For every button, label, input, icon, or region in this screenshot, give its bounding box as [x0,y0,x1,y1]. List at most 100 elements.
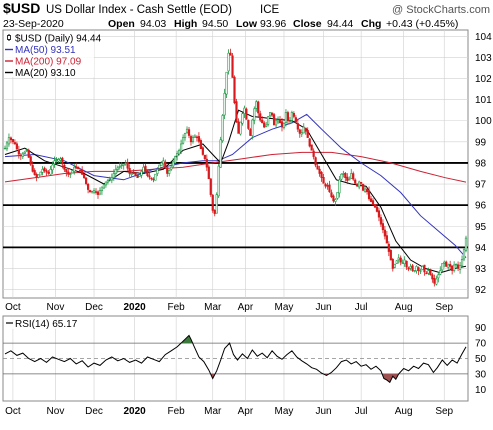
candle-body [15,143,18,150]
candle-body [304,127,307,132]
rsi-xtick-label: Jul [355,406,368,417]
candle-body [312,150,315,157]
candle-body [261,119,264,124]
candle-body [274,120,278,126]
candle-body [433,278,436,284]
candle-body [462,249,466,260]
candle-body [308,138,311,147]
candle-body [225,71,228,95]
candle-body [150,177,153,180]
candle-series [3,48,468,287]
candle-body [245,108,248,120]
candle-body [362,183,365,191]
legend-label: MA(50) 93.51 [15,45,76,56]
candle-body [191,137,195,142]
candle-body [49,168,52,175]
ma200-series [4,151,467,183]
price-xtick-label: May [275,302,294,313]
candle-body [114,168,117,174]
candle-body [79,169,82,172]
candle-body [179,143,183,152]
candle-body [25,149,28,152]
candle-body [409,266,412,269]
candle-body [11,139,15,143]
price-ytick-label: 104 [475,32,492,43]
candle-body [215,194,218,214]
candle-body [126,162,129,169]
rsi-xtick-label: May [275,406,294,417]
candle-body [241,113,244,124]
candle-body [411,265,414,271]
candle-body [399,257,402,263]
candle-body [235,101,238,123]
candle-body [367,190,371,200]
candle-body [318,168,321,174]
candle-body [375,206,379,212]
candle-body [267,116,270,125]
candle-body [59,158,62,161]
candle-body [9,137,13,141]
candle-body [27,149,30,158]
candle-body [130,173,133,175]
candle-body [292,113,295,117]
price-ytick-label: 93 [475,264,487,275]
candle-body [445,261,448,267]
candle-body [332,195,335,202]
candle-body [338,179,341,194]
candle-body [144,165,147,172]
candle-body [397,257,400,261]
candle-body [278,119,282,124]
chart-date: 23-Sep-2020 [3,18,64,30]
candle-body [174,156,177,164]
candle-body [207,166,210,180]
price-xtick-label: Sep [435,302,453,313]
candle-body [290,111,293,121]
candle-body [199,140,202,150]
price-y-axis: 92 93 94 95 96 97 98 99 100 101 102 103 104 [475,32,492,296]
candle-body [13,142,16,145]
candle-body [456,264,460,269]
watermark: @ StockCharts.com [392,4,490,16]
price-xtick-label: Dec [85,302,103,313]
candle-body [176,153,179,157]
rsi-xtick-label: Feb [168,406,186,417]
candle-body [306,130,309,138]
candle-body [172,161,175,167]
rsi-y-axis: 10 30 50 70 90 [475,323,487,396]
candle-body [217,165,220,197]
price-ytick-label: 98 [475,158,487,169]
candle-body [358,181,361,188]
candle-body [393,263,396,268]
candle-body [158,164,161,169]
rsi-legend-box [4,317,84,329]
candle-body [352,173,355,180]
candle-body [3,147,7,150]
legend-label: MA(20) 93.10 [15,68,76,79]
candle-body [112,173,115,179]
candle-body [415,266,418,272]
candle-body [239,121,242,135]
candle-body [348,178,351,181]
candle-body [417,267,420,271]
rsi-ytick-label: 10 [475,385,487,396]
price-ytick-label: 92 [475,285,487,296]
candle-body [162,160,165,165]
candle-body [166,167,169,174]
candle-body [326,185,329,187]
candle-body [138,174,141,177]
candle-body [356,183,359,187]
ohlc-close-label: Close [293,18,322,30]
price-xtick-label: Aug [395,302,413,313]
candle-body [19,154,22,157]
candle-body [7,137,11,145]
candle-body [340,173,343,180]
candle-body [221,115,224,142]
rsi-series [4,334,467,384]
rsi-xtick-label: Mar [204,406,222,417]
legend-box [4,31,94,77]
ma200-line [4,151,467,183]
price-xtick-label: Oct [5,302,21,313]
candle-body [124,162,127,165]
